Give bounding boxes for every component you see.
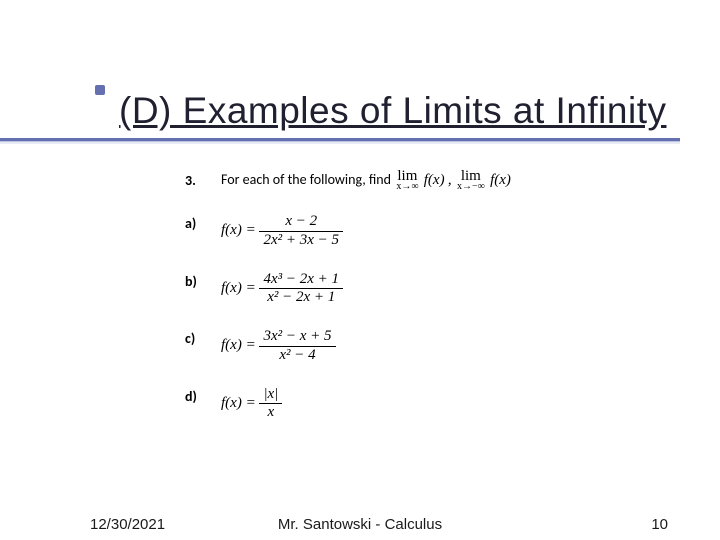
comma: ,	[448, 172, 452, 188]
numerator: |x|	[259, 386, 282, 404]
item-c: c) f(x) = 3x² − x + 5 x² − 4	[185, 328, 615, 364]
denominator: x	[259, 404, 282, 421]
divider	[0, 138, 680, 142]
item-label: c)	[185, 328, 221, 347]
item-a: a) f(x) = x − 2 2x² + 3x − 5	[185, 213, 615, 249]
prompt-body: For each of the following, find lim x→∞ …	[221, 170, 511, 191]
limit-1: lim x→∞	[396, 170, 418, 191]
item-expr: f(x) = 3x² − x + 5 x² − 4	[221, 328, 336, 364]
item-expr: f(x) = 4x³ − 2x + 1 x² − 2x + 1	[221, 271, 343, 307]
lhs: f(x) =	[221, 395, 256, 411]
numerator: x − 2	[259, 213, 343, 231]
item-label: d)	[185, 386, 221, 405]
item-d: d) f(x) = |x| x	[185, 386, 615, 422]
item-expr: f(x) = |x| x	[221, 386, 282, 422]
title-block: (D) Examples of Limits at Infinity	[95, 85, 666, 132]
fx-2: f(x)	[490, 172, 511, 188]
fraction: x − 2 2x² + 3x − 5	[259, 213, 343, 249]
fraction: 3x² − x + 5 x² − 4	[259, 328, 335, 364]
slide-title: (D) Examples of Limits at Infinity	[119, 90, 666, 132]
item-expr: f(x) = x − 2 2x² + 3x − 5	[221, 213, 343, 249]
lhs: f(x) =	[221, 280, 256, 296]
item-label: a)	[185, 213, 221, 232]
item-label: b)	[185, 271, 221, 290]
fraction: |x| x	[259, 386, 282, 422]
numerator: 4x³ − 2x + 1	[259, 271, 343, 289]
lhs: f(x) =	[221, 222, 256, 238]
content-area: 3. For each of the following, find lim x…	[185, 170, 615, 443]
bullet-icon	[95, 85, 105, 95]
prompt-text: For each of the following, find	[221, 171, 391, 188]
prompt-row: 3. For each of the following, find lim x…	[185, 170, 615, 191]
item-b: b) f(x) = 4x³ − 2x + 1 x² − 2x + 1	[185, 271, 615, 307]
fraction: 4x³ − 2x + 1 x² − 2x + 1	[259, 271, 343, 307]
denominator: x² − 4	[259, 347, 335, 364]
slide: (D) Examples of Limits at Infinity 3. Fo…	[0, 0, 720, 540]
numerator: 3x² − x + 5	[259, 328, 335, 346]
limit-2: lim x→−∞	[457, 170, 485, 191]
prompt-number: 3.	[185, 170, 221, 189]
lhs: f(x) =	[221, 337, 256, 353]
footer-page: 10	[651, 516, 668, 533]
denominator: 2x² + 3x − 5	[259, 232, 343, 249]
fx-1: f(x)	[424, 172, 445, 188]
denominator: x² − 2x + 1	[259, 289, 343, 306]
footer-author: Mr. Santowski - Calculus	[0, 516, 720, 533]
